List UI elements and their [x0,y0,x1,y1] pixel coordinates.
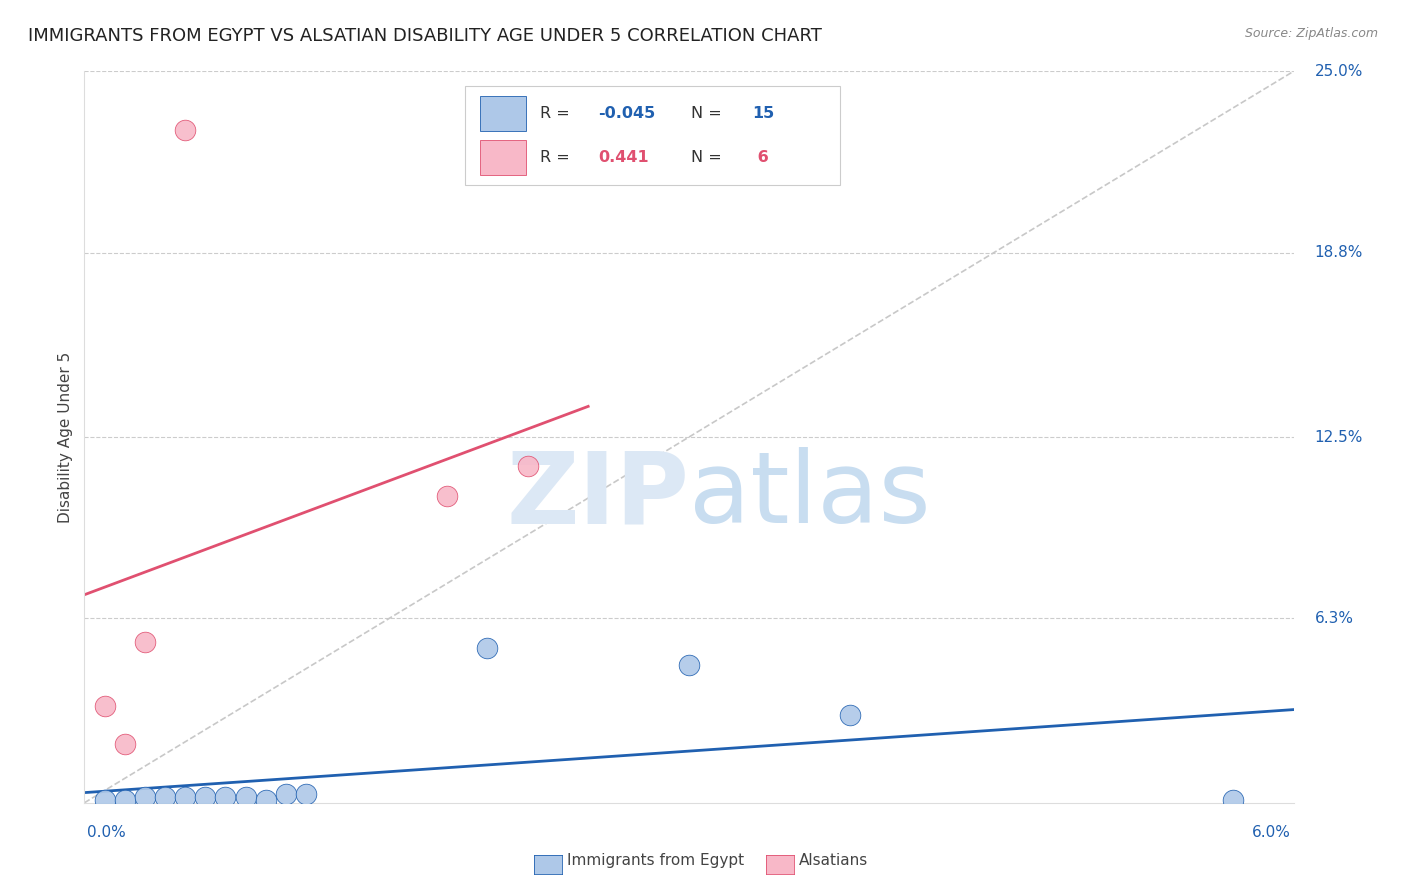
Text: R =: R = [540,106,575,121]
Text: ZIP: ZIP [506,447,689,544]
Text: Alsatians: Alsatians [799,854,868,868]
Text: 6.3%: 6.3% [1315,611,1354,626]
Point [134,789,156,804]
Text: atlas: atlas [689,447,931,544]
Point [477,640,499,655]
Text: Source: ZipAtlas.com: Source: ZipAtlas.com [1244,27,1378,40]
Bar [479,139,526,175]
Bar [465,86,841,185]
Point [194,789,217,804]
Point [93,793,115,807]
Point [174,789,197,804]
Text: 18.8%: 18.8% [1315,245,1362,260]
Point [114,793,136,807]
Text: N =: N = [692,106,727,121]
Y-axis label: Disability Age Under 5: Disability Age Under 5 [58,351,73,523]
Text: 6.0%: 6.0% [1251,825,1291,840]
Point [1222,793,1244,807]
Text: 25.0%: 25.0% [1315,64,1362,78]
Point [114,737,136,751]
Point [839,708,862,723]
Text: N =: N = [692,150,733,165]
Text: R =: R = [540,150,581,165]
Text: 6: 6 [752,150,769,165]
Point [274,787,297,801]
Point [93,699,115,714]
Point [254,793,277,807]
Point [134,635,156,649]
Text: 0.0%: 0.0% [87,825,127,840]
Bar [479,96,526,131]
Text: IMMIGRANTS FROM EGYPT VS ALSATIAN DISABILITY AGE UNDER 5 CORRELATION CHART: IMMIGRANTS FROM EGYPT VS ALSATIAN DISABI… [28,27,823,45]
Point [174,123,197,137]
Point [678,658,700,673]
Text: Immigrants from Egypt: Immigrants from Egypt [567,854,744,868]
Text: 12.5%: 12.5% [1315,430,1362,444]
Point [153,789,176,804]
Point [214,789,236,804]
Point [235,789,257,804]
Point [516,459,538,474]
Point [295,787,318,801]
Point [436,489,458,503]
Text: 15: 15 [752,106,775,121]
Text: 0.441: 0.441 [599,150,650,165]
Text: -0.045: -0.045 [599,106,655,121]
